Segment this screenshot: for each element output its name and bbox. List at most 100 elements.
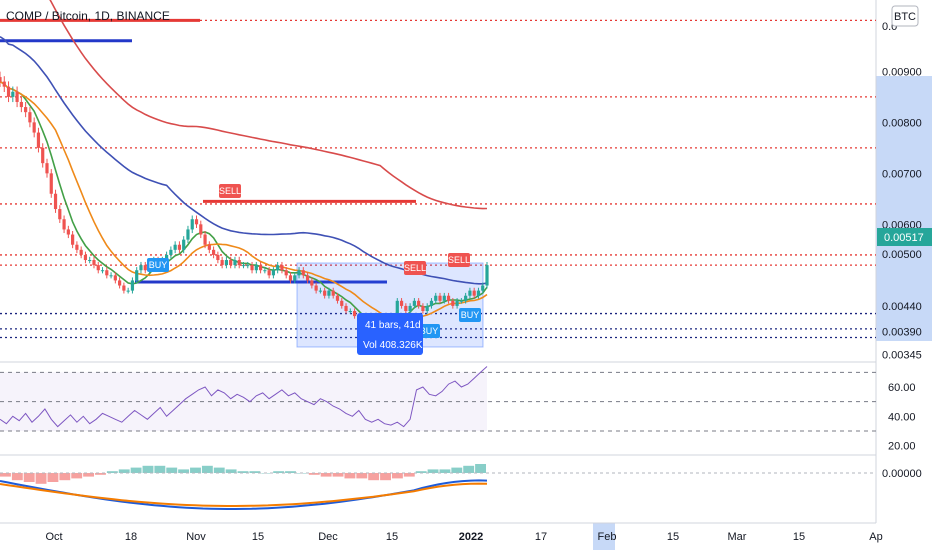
candle-body xyxy=(122,285,126,291)
currency-badge[interactable] xyxy=(891,5,919,27)
time-axis-label: Oct xyxy=(45,531,62,543)
macd-histogram-bar xyxy=(71,473,83,479)
candle-body xyxy=(276,265,280,271)
candle-body xyxy=(464,295,468,301)
candle-body xyxy=(32,122,36,133)
candle-body xyxy=(100,270,105,272)
macd-histogram-bar xyxy=(237,471,249,473)
signal-buy-tag xyxy=(418,324,440,338)
macd-histogram-bar xyxy=(415,471,427,473)
candle-body xyxy=(53,193,58,210)
macd-histogram-bar xyxy=(190,467,201,473)
candle-body xyxy=(24,107,28,113)
candle-body xyxy=(331,290,335,296)
candle-body xyxy=(481,285,485,291)
moving-average-line xyxy=(49,0,488,210)
candle-body xyxy=(348,311,352,313)
candle-body xyxy=(425,305,429,312)
candle-body xyxy=(15,91,19,102)
candle-body xyxy=(344,305,348,312)
candle-body xyxy=(417,300,421,306)
macd-histogram-bar xyxy=(154,465,166,473)
time-axis-label: Feb xyxy=(598,531,617,543)
candle-body xyxy=(113,275,117,281)
macd-histogram-bar xyxy=(475,464,486,473)
candle-body xyxy=(118,280,122,286)
time-axis-label: 15 xyxy=(667,531,679,543)
candle-body xyxy=(62,219,66,230)
price-axis-label: 0.00345 xyxy=(882,349,922,361)
macd-histogram-bar xyxy=(368,473,380,481)
candle-body xyxy=(254,265,258,271)
macd-histogram-bar xyxy=(332,473,344,477)
candle-body xyxy=(0,77,2,82)
signal-sell-label: SELL xyxy=(448,255,470,265)
candle-body xyxy=(340,300,344,306)
candle-body xyxy=(96,265,100,271)
candle-body xyxy=(19,101,23,108)
time-axis-label: 18 xyxy=(125,531,137,543)
candle-body xyxy=(173,244,177,250)
macd-histogram-bar xyxy=(356,473,368,479)
rsi-axis-label: 40.00 xyxy=(888,411,916,423)
candle-body xyxy=(49,173,53,194)
candle-body xyxy=(169,249,173,255)
macd-histogram-bar xyxy=(403,473,415,477)
rsi-line xyxy=(0,366,488,428)
macd-histogram-bar xyxy=(463,465,475,473)
candle-body xyxy=(323,290,327,296)
candle-body xyxy=(177,244,182,250)
candle-body xyxy=(229,260,233,266)
candle-body xyxy=(182,239,186,250)
price-axis-label: 0.00390 xyxy=(882,326,922,338)
candle-body xyxy=(83,254,88,261)
signal-sell-tag xyxy=(404,261,426,275)
candle-body xyxy=(438,295,442,301)
candle-body xyxy=(455,300,459,306)
macd-axis-label: 0.00000 xyxy=(882,468,922,480)
macd-histogram-bar xyxy=(320,473,332,477)
time-axis-label: Mar xyxy=(728,531,747,543)
signal-sell-tag xyxy=(448,253,470,267)
price-axis-label: 0.00900 xyxy=(882,66,922,78)
candle-body xyxy=(263,270,267,272)
candle-body xyxy=(442,295,446,301)
candle-body xyxy=(216,254,220,261)
candle-body xyxy=(224,260,229,266)
time-axis-label: 17 xyxy=(535,531,547,543)
signal-buy-label: BUY xyxy=(149,260,168,270)
candle-body xyxy=(203,234,207,245)
candle-body xyxy=(165,254,169,261)
candle-body xyxy=(284,270,288,276)
macd-signal-line xyxy=(0,482,488,507)
candle-body xyxy=(41,147,45,164)
candle-body xyxy=(314,285,318,291)
macd-histogram-bar xyxy=(380,473,391,481)
candle-body xyxy=(412,300,416,306)
candle-body xyxy=(288,275,293,281)
candle-body xyxy=(395,300,399,322)
rsi-axis-label: 20.00 xyxy=(888,441,916,453)
macd-histogram-bar xyxy=(83,473,95,477)
price-scale-highlight xyxy=(876,76,932,341)
time-axis-label: 2022 xyxy=(459,531,483,543)
measure-bars-label: 41 bars, 41d xyxy=(365,320,421,331)
price-axis-label: 0.00440 xyxy=(882,301,922,313)
time-axis-label: Nov xyxy=(186,531,206,543)
candle-body xyxy=(199,224,203,235)
candle-body xyxy=(408,305,412,312)
candle-body xyxy=(45,163,49,174)
time-axis-label: 15 xyxy=(386,531,398,543)
macd-histogram-bar xyxy=(201,465,213,473)
macd-histogram-bar xyxy=(106,471,118,473)
candle-body xyxy=(220,260,224,266)
candle-body xyxy=(267,270,271,276)
macd-histogram-bar xyxy=(451,467,463,473)
candle-body xyxy=(250,265,254,271)
macd-histogram-bar xyxy=(213,467,225,473)
candle-body xyxy=(246,265,250,267)
candle-body xyxy=(429,300,434,306)
candle-body xyxy=(241,265,246,267)
candle-body xyxy=(92,260,96,266)
